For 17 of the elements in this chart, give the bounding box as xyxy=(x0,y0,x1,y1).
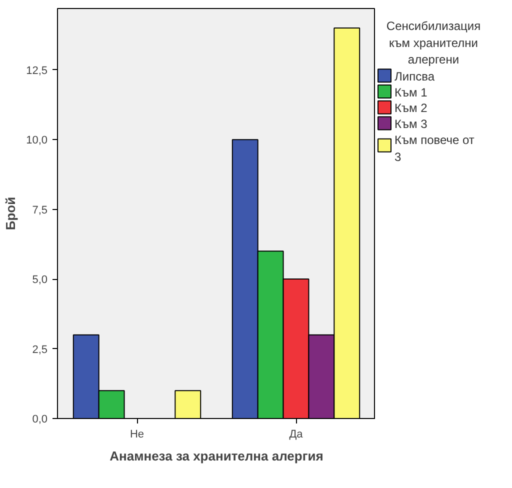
x-tick-label: Да xyxy=(289,428,304,440)
y-tick-label: 5,0 xyxy=(32,274,48,286)
legend-label: Към повече от 3 xyxy=(394,132,475,164)
x-tick-label: Не xyxy=(130,428,144,440)
y-tick-label: 2,5 xyxy=(32,344,48,356)
x-axis-title: Анамнеза за хранителна алергия xyxy=(110,448,324,464)
bar xyxy=(174,390,202,418)
legend-label: Към 2 xyxy=(394,101,428,116)
legend-label: Липсва xyxy=(394,69,435,84)
y-tick-label: 10,0 xyxy=(26,134,48,147)
y-axis-title: Брой xyxy=(3,196,18,230)
y-tick-label: 12,5 xyxy=(26,64,48,77)
legend-label: Към 1 xyxy=(394,85,428,100)
y-tick-label: 7,5 xyxy=(32,204,48,216)
y-tick-label: 0,0 xyxy=(32,414,48,426)
legend-title: Сенсибилизация към хранителни алергени xyxy=(386,19,481,67)
legend-label: Към 3 xyxy=(394,117,428,132)
